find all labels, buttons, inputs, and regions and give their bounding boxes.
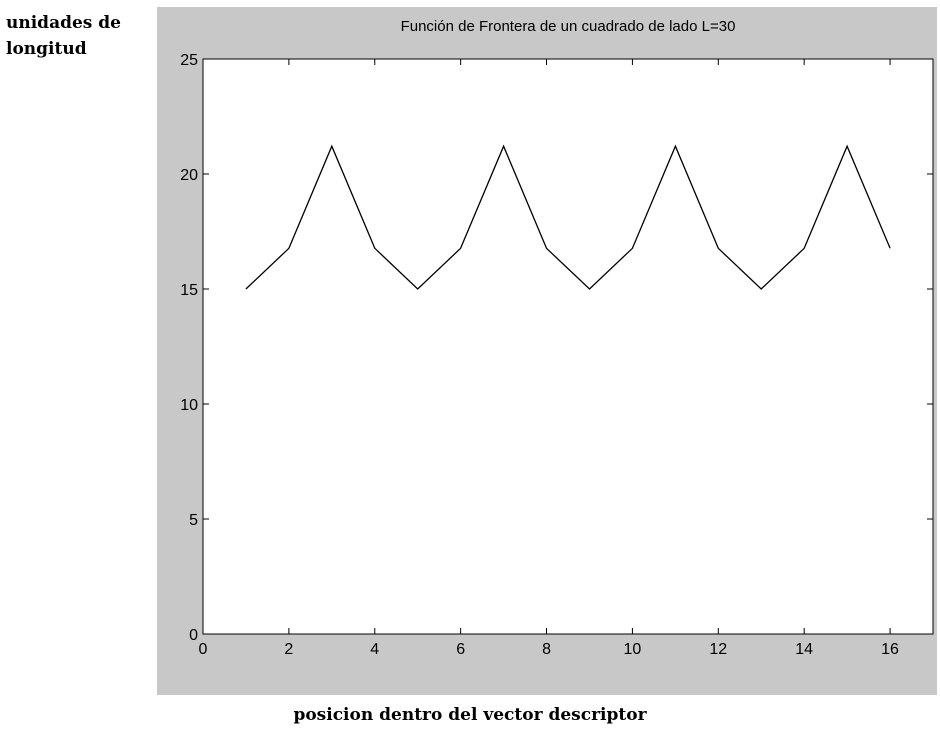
x-tick-label: 0	[199, 641, 208, 658]
figure-frame: Función de Frontera de un cuadrado de la…	[157, 7, 937, 695]
x-tick-label: 14	[795, 641, 813, 658]
y-tick-label: 10	[180, 397, 198, 414]
y-tick-label: 5	[189, 512, 198, 529]
x-tick-label: 4	[370, 641, 379, 658]
x-axis-label: posicion dentro del vector descriptor	[293, 705, 647, 725]
x-tick-label: 16	[881, 641, 899, 658]
chart-title: Función de Frontera de un cuadrado de la…	[401, 18, 736, 35]
line-chart: Función de Frontera de un cuadrado de la…	[180, 18, 934, 658]
plot-area	[202, 58, 934, 635]
y-tick-label: 20	[180, 167, 198, 184]
x-tick-label: 10	[624, 641, 642, 658]
y-axis-label: unidades de longitud	[6, 13, 121, 59]
y-tick-label: 0	[189, 627, 198, 644]
series-group	[245, 144, 891, 290]
x-tick-label: 2	[284, 641, 293, 658]
axis-ticks: 0 2 4 6 8 10 12 14 16 0 5 10 15 20 25	[180, 52, 933, 658]
y-tick-label: 15	[180, 282, 198, 299]
series-line	[245, 144, 891, 290]
y-tick-label: 25	[180, 52, 198, 69]
x-tick-label: 6	[456, 641, 465, 658]
x-tick-label: 8	[542, 641, 551, 658]
x-tick-label: 12	[709, 641, 727, 658]
